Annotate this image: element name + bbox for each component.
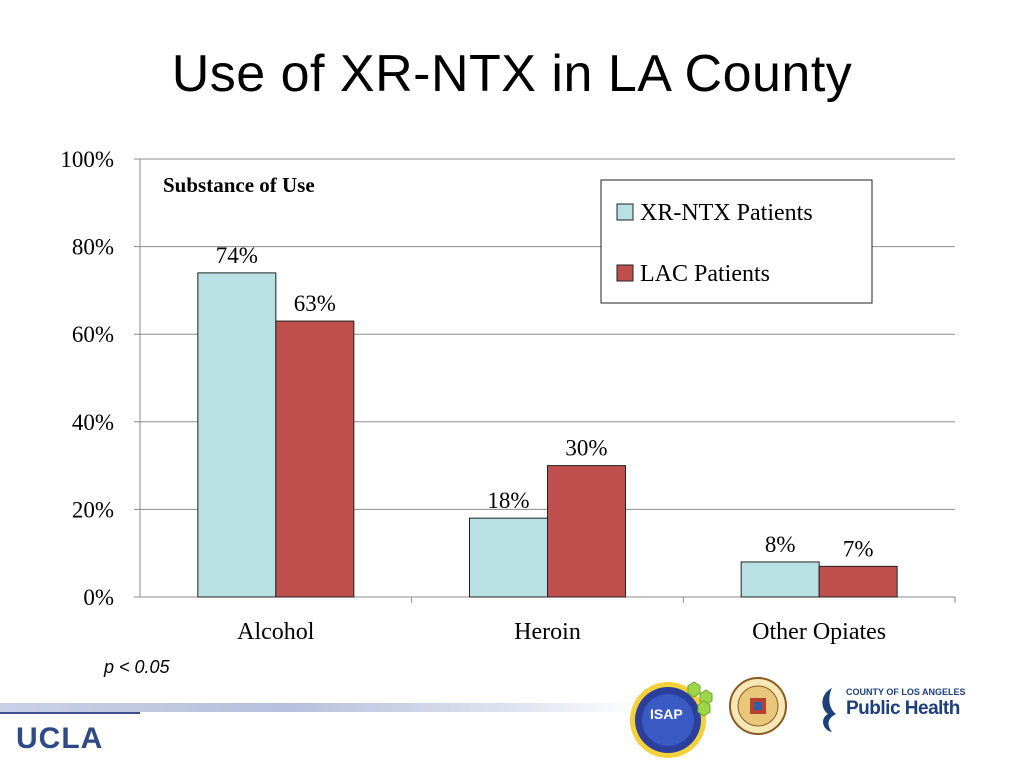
- y-tick-label: 60%: [72, 322, 114, 347]
- legend-label: XR-NTX Patients: [640, 200, 813, 226]
- x-tick-label: Alcohol: [237, 619, 315, 645]
- bar: [740, 561, 820, 598]
- public-health-name-text: Public Health: [846, 698, 960, 719]
- significance-note: p < 0.05: [104, 657, 170, 677]
- footer-bar: [0, 703, 640, 712]
- ucla-logo: UCLA: [16, 722, 104, 755]
- public-health-emblem: [822, 688, 836, 732]
- y-tick-label: 40%: [72, 410, 114, 435]
- legend-swatch: [616, 264, 634, 282]
- county-seal-graphic: [729, 677, 787, 735]
- public-health-county-text: COUNTY OF LOS ANGELES: [846, 687, 966, 697]
- legend-box: [600, 179, 873, 304]
- isap-logo: ISAP: [628, 672, 720, 764]
- legend-swatch: [616, 203, 634, 221]
- data-label: 7%: [843, 536, 874, 561]
- bar: [275, 320, 355, 598]
- y-tick-label: 100%: [60, 147, 114, 172]
- legend-label: LAC Patients: [640, 261, 770, 287]
- chart-title: Substance of Use: [163, 173, 315, 197]
- x-tick-label: Other Opiates: [752, 619, 886, 645]
- county-seal-logo: [728, 676, 788, 736]
- x-tick-label: Heroin: [514, 619, 581, 645]
- data-label: 63%: [294, 291, 336, 316]
- footer-line: [0, 712, 140, 714]
- bar: [197, 272, 277, 598]
- y-tick-label: 80%: [72, 235, 114, 260]
- bar: [547, 465, 626, 598]
- bar: [818, 565, 898, 598]
- isap-logo-graphic: [630, 681, 713, 758]
- data-label: 30%: [565, 436, 607, 461]
- bar: [469, 517, 548, 598]
- y-tick-label: 20%: [72, 497, 114, 522]
- data-label: 8%: [765, 532, 796, 557]
- y-tick-label: 0%: [83, 585, 114, 610]
- data-label: 18%: [487, 488, 529, 513]
- public-health-logo: COUNTY OF LOS ANGELES Public Health: [814, 684, 966, 734]
- isap-logo-text: ISAP: [650, 706, 683, 722]
- data-label: 74%: [216, 243, 258, 268]
- slide-title: Use of XR-NTX in LA County: [171, 45, 853, 103]
